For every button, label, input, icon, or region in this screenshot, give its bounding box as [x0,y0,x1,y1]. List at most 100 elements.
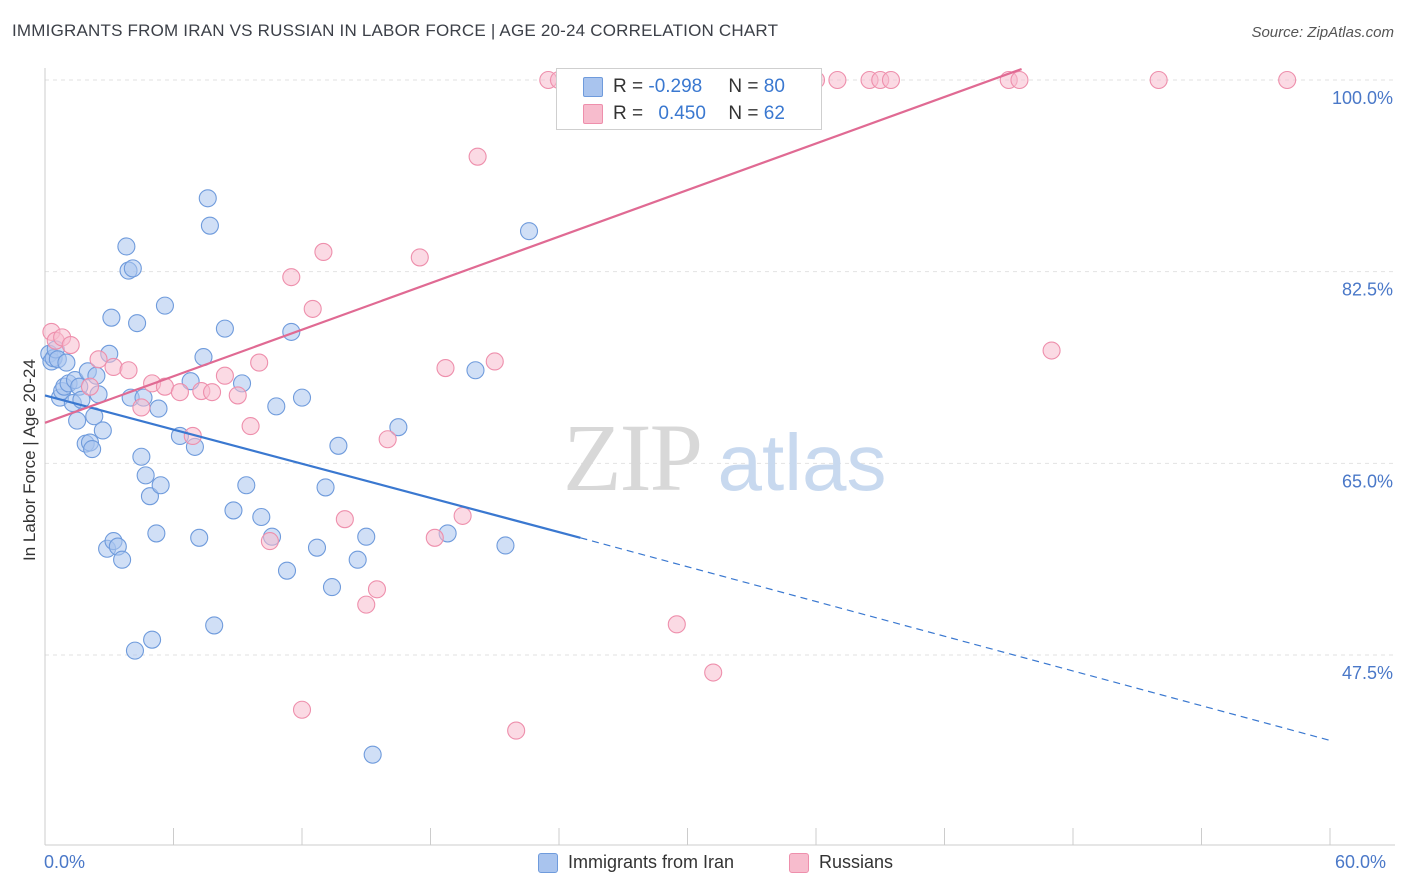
legend-swatch-russians [789,852,809,873]
data-point [453,506,472,525]
data-point [149,399,168,418]
data-point [1278,70,1297,90]
data-point [241,417,260,436]
y-tick-label: 82.5% [1342,280,1393,300]
data-point [224,501,243,520]
data-point [363,745,382,764]
data-point [485,352,504,371]
legend-item-iran[interactable]: Immigrants from Iran [538,852,734,873]
data-point [252,507,271,527]
data-point [132,447,151,466]
data-point [228,386,247,405]
data-point [123,259,142,278]
data-point [205,616,224,635]
stats-row-russians: R = 0.450 N = 62 [583,103,785,125]
data-point [378,430,397,449]
source-label: Source: ZipAtlas.com [1251,24,1394,41]
stats-n-value: 80 [763,76,785,97]
data-point [190,528,209,547]
data-point [1149,70,1168,90]
data-point [282,268,301,287]
data-point [307,538,327,557]
y-tick-labels: 47.5% 65.0% 82.5% 100.0% [1332,88,1393,683]
data-point [316,478,335,497]
data-point [436,358,455,378]
data-point [104,357,123,377]
data-point [136,466,155,485]
data-point [155,296,174,315]
data-point [410,248,429,267]
axes [44,68,1395,846]
data-point [128,314,147,333]
data-point [170,383,189,402]
bottom-legend: Immigrants from Iran Russians [0,852,1406,878]
data-point [140,487,159,506]
data-point [357,527,376,546]
legend-swatch-iran [538,852,558,873]
data-point [198,189,217,208]
data-point [89,350,108,369]
data-point [348,550,367,569]
data-point [68,411,87,430]
data-point [143,630,162,649]
watermark-zip: ZIP [563,404,701,511]
data-point [80,377,100,396]
data-point [147,524,166,543]
stats-legend: R = -0.298 N = 80 R = 0.450 N = 62 [556,68,822,130]
data-point [57,353,76,372]
data-point [215,366,234,385]
data-point [357,595,376,614]
data-point [303,299,322,318]
data-point [102,308,121,327]
data-point [83,440,102,459]
data-point [389,418,408,437]
trend-line-russians [44,68,1022,424]
data-point [425,528,444,547]
data-point [61,335,80,355]
data-point [119,361,138,380]
data-point [704,663,723,682]
data-point [237,476,256,495]
series-immigrants-from-iran [40,189,539,764]
stats-swatch-russians [583,104,603,124]
data-point [468,147,487,166]
x-tick-label-max: 60.0% [1335,852,1387,872]
data-point [203,383,222,402]
data-point [113,550,132,569]
trend-line-iran-extension [580,537,1331,742]
data-point [496,536,515,555]
watermark-atlas: atlas [718,418,887,507]
data-point [828,70,847,90]
x-tick-label-min: 0.0% [44,852,86,872]
stats-n-label: N = [728,76,764,97]
grid-lines [45,79,1395,656]
stats-r-label: R = [613,103,649,124]
stats-n-value: 62 [763,103,785,124]
y-tick-label: 65.0% [1342,471,1393,491]
data-point [93,421,112,440]
data-point [151,476,170,495]
data-point [881,70,901,90]
stats-r-value: -0.298 [648,76,703,97]
stats-row-iran: R = -0.298 N = 80 [583,76,785,98]
data-point [267,397,286,416]
data-point [322,578,342,597]
y-tick-label: 47.5% [1342,663,1393,683]
data-point [125,641,144,660]
data-point [292,700,312,719]
data-point [117,237,136,256]
data-point [132,398,151,417]
legend-label-iran: Immigrants from Iran [568,852,735,872]
data-point [466,361,485,380]
legend-label-russians: Russians [819,852,894,872]
data-point [200,216,219,235]
trend-line-iran [44,394,581,539]
legend-item-russians[interactable]: Russians [789,852,893,873]
data-point [277,561,297,580]
data-point [250,353,269,372]
stats-r-value: 0.450 [658,103,706,124]
data-point [335,510,354,529]
stats-n-label: N = [728,103,764,124]
trend-lines [44,68,1331,742]
data-point [1042,341,1061,360]
